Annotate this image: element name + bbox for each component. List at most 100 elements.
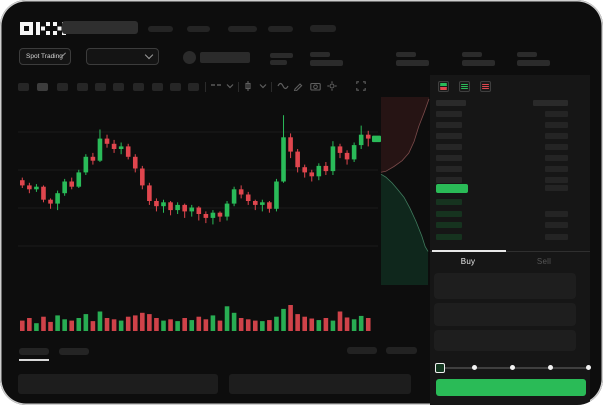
draw-pencil-icon[interactable] [293,81,303,91]
bid-price-placeholder [436,233,462,240]
toolbar-button-2-active[interactable] [37,83,48,91]
stat1-label [310,52,330,57]
bid-row[interactable] [430,199,590,205]
ask-price-placeholder [436,133,462,139]
stat3-value [462,60,495,66]
nav-item-3[interactable] [228,26,257,32]
chart-style-icon[interactable] [243,81,253,91]
ask-row[interactable] [430,133,590,139]
toolbar-button-9[interactable] [170,83,181,91]
chevron-down-icon[interactable] [226,81,234,91]
ask-row[interactable] [430,111,590,117]
stat2-value [396,60,429,66]
bid-price-placeholder [436,210,462,217]
bottom-row-placeholder-1 [18,374,218,394]
ask-price-placeholder [436,155,462,161]
bid-row[interactable] [430,210,590,217]
bid-row[interactable] [430,233,590,240]
settings-gear-icon[interactable] [327,81,337,91]
ask-row[interactable] [430,177,590,183]
interval-label-icon[interactable] [210,81,222,91]
toolbar-button-6[interactable] [113,83,124,91]
bottom-row-placeholder-2 [229,374,411,394]
ask-price-placeholder [436,166,462,172]
bottom-active-tab-underline [19,359,49,361]
nav-item-1[interactable] [148,26,173,32]
buy-submit-button[interactable] [436,379,586,396]
toolbar-button-3[interactable] [57,83,68,91]
chart-footer-button-2[interactable] [386,347,417,354]
ask-price-placeholder [436,177,462,183]
search-input[interactable] [62,21,138,34]
ask-row[interactable] [430,122,590,128]
nav-item-4[interactable] [268,26,293,32]
active-tab-underline [432,250,506,252]
indicator-wave-icon[interactable] [277,81,289,91]
slider-handle[interactable] [435,363,445,373]
camera-icon[interactable] [310,81,321,91]
nav-item-2[interactable] [187,26,210,32]
stat3-label [462,52,482,57]
amount-input[interactable] [434,303,576,326]
stat4-label [517,52,537,57]
orderbook-view-toggles [438,81,501,92]
orderbook-col-header-amount [533,100,568,106]
coin-avatar [183,51,196,64]
bid-row[interactable] [430,222,590,228]
toolbar-button-7[interactable] [133,83,144,91]
bid-amount-placeholder [545,210,568,217]
toolbar-button-1[interactable] [18,83,29,91]
ask-price-placeholder [436,111,462,117]
nav-item-5[interactable] [310,25,336,32]
toolbar-button-5[interactable] [95,83,106,91]
pair-select[interactable] [86,48,159,65]
amount-slider[interactable] [435,363,591,373]
slider-stop-75pct[interactable] [547,365,553,370]
bid-price-placeholder [436,199,462,205]
slider-stop-25pct[interactable] [472,365,478,370]
stat4-value [517,60,550,66]
ask-amount-placeholder [545,155,568,161]
ask-amount-placeholder [545,144,568,150]
bottom-tab-1[interactable] [19,348,49,355]
orderbook-col-header-price [436,100,466,106]
ask-row[interactable] [430,166,590,172]
stat2-label [396,52,416,57]
total-input[interactable] [434,330,576,351]
ask-amount-placeholder [545,111,568,117]
toolbar-button-10[interactable] [188,83,199,91]
tabs-divider [430,251,590,252]
ask-row[interactable] [430,144,590,150]
slider-stop-100pct[interactable] [585,365,591,370]
ask-price-placeholder [436,144,462,150]
chevron-down-icon[interactable] [259,81,267,91]
toolbar-button-4[interactable] [77,83,88,91]
tab-buy[interactable]: Buy [460,257,476,266]
bid-amount-placeholder [545,233,568,240]
bid-amount-placeholder [545,222,568,228]
fullscreen-expand-icon[interactable] [356,81,366,91]
orderbook-last-price-amount [545,185,568,191]
slider-stop-50pct[interactable] [510,365,515,370]
price-change-placeholder [270,60,287,65]
ask-amount-placeholder [545,177,568,183]
orderbook-view-combined-icon[interactable] [438,81,449,92]
last-price-placeholder [270,53,293,58]
ask-row[interactable] [430,155,590,161]
market-type-select[interactable]: Spot Trading [19,48,71,65]
ask-amount-placeholder [545,166,568,172]
toolbar-button-8[interactable] [152,83,163,91]
orderbook-view-asks-icon[interactable] [480,81,491,92]
tab-sell[interactable]: Sell [536,257,552,266]
orderbook-panel: Buy Sell [430,75,591,405]
market-type-label: Spot Trading [26,53,63,60]
pair-name-placeholder [200,52,250,63]
chart-footer-button-1[interactable] [347,347,377,354]
orderbook-last-price-highlight[interactable] [436,184,468,193]
price-input[interactable] [434,273,576,299]
orderbook-view-bids-icon[interactable] [459,81,470,92]
bid-price-placeholder [436,222,462,228]
bottom-tab-2[interactable] [59,348,89,355]
